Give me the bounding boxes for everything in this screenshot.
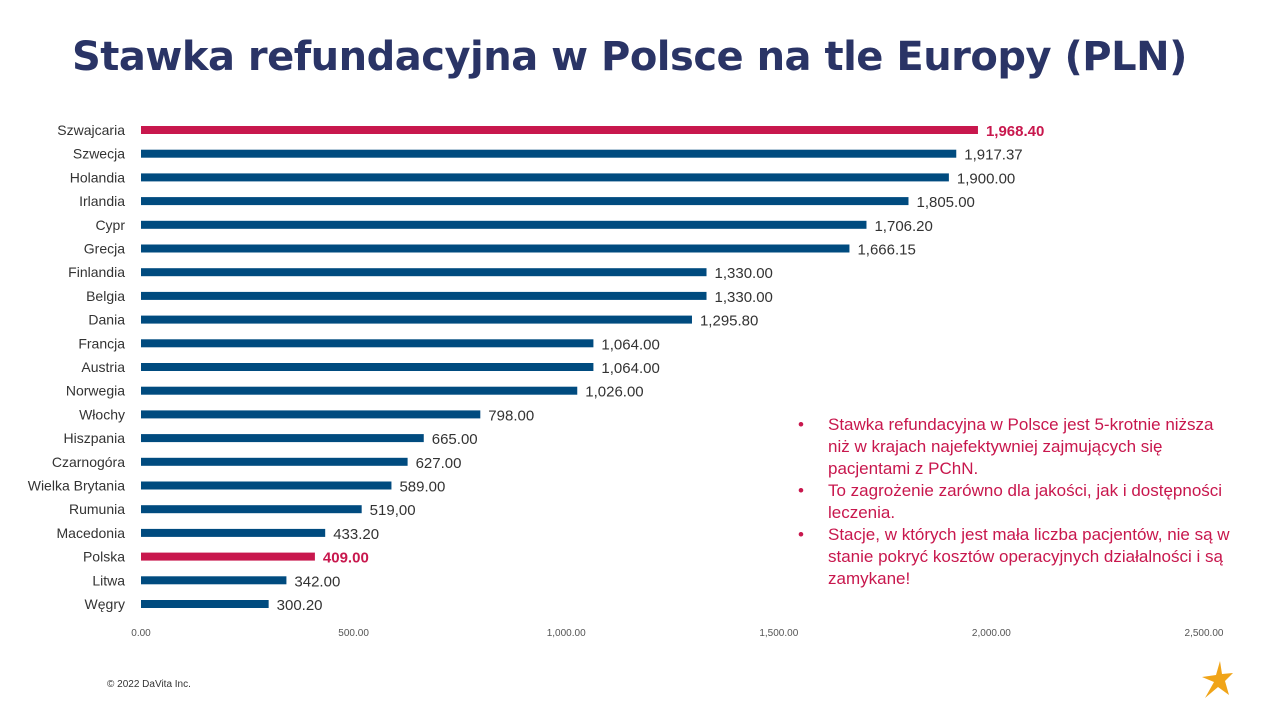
- bar: [141, 410, 481, 419]
- value-label: 1,917.37: [964, 147, 1022, 164]
- bullet: •: [798, 481, 804, 500]
- category-label: Dania: [88, 312, 125, 328]
- note-text: Stacje, w których jest mała liczba pacje…: [828, 525, 1230, 588]
- value-label: 1,064.00: [601, 360, 659, 377]
- x-tick-label: 2,000.00: [972, 628, 1011, 639]
- bar: [141, 600, 269, 608]
- category-label: Włochy: [79, 406, 125, 422]
- bar: [141, 220, 867, 229]
- category-label: Wielka Brytania: [28, 478, 125, 494]
- value-label: 1,064.00: [601, 336, 659, 353]
- bar: [141, 149, 957, 158]
- category-label: Holandia: [70, 169, 125, 185]
- value-labels: 1,968.40 1,917.37 1,900.00 1,805.00 1,706.20…: [277, 123, 1045, 614]
- bar: [141, 173, 949, 182]
- value-label: 1,295.80: [700, 313, 758, 330]
- bar: [141, 457, 408, 466]
- category-label: Rumunia: [69, 501, 125, 517]
- category-label: Finlandia: [68, 264, 125, 280]
- bar: [141, 528, 326, 537]
- category-labels: Szwajcaria Szwecja Holandia Irlandia Cypr Gre…: [28, 122, 126, 612]
- x-tick-label: 1,500.00: [759, 628, 798, 639]
- bar: [141, 291, 707, 300]
- bar: [141, 434, 424, 443]
- star-logo-icon: [1202, 661, 1233, 698]
- value-label: 1,900.00: [957, 170, 1015, 187]
- category-label: Austria: [81, 359, 125, 375]
- category-label: Grecja: [84, 241, 125, 257]
- category-label: Cypr: [95, 217, 125, 233]
- value-label: 519,00: [370, 502, 416, 519]
- x-tick-label: 0.00: [131, 628, 151, 639]
- value-label: 627.00: [416, 455, 462, 472]
- note-item: • Stawka refundacyjna w Polsce jest 5-kro…: [798, 414, 1238, 480]
- bar: [141, 576, 287, 585]
- bar: [141, 244, 850, 253]
- bar: [141, 386, 578, 395]
- category-label: Szwecja: [73, 146, 125, 162]
- value-label: 409.00: [323, 550, 369, 567]
- page-title: Stawka refundacyjna w Polsce na tle Euro…: [72, 34, 1187, 80]
- value-label: 1,968.40: [986, 123, 1044, 140]
- value-label: 1,330.00: [715, 265, 773, 282]
- note-text: Stawka refundacyjna w Polsce jest 5-krot…: [828, 415, 1214, 478]
- category-label: Czarnogóra: [52, 454, 125, 470]
- bar: [141, 505, 362, 514]
- x-axis-ticks: 0.00 500.00 1,000.00 1,500.00 2,000.00 2,500.…: [131, 628, 1224, 639]
- value-label: 1,706.20: [874, 218, 932, 235]
- category-label: Irlandia: [79, 193, 125, 209]
- notes-list: • Stawka refundacyjna w Polsce jest 5-kro…: [798, 414, 1238, 590]
- value-label: 300.20: [277, 597, 323, 614]
- value-label: 1,666.15: [857, 242, 915, 259]
- note-item: • To zagrożenie zarówno dla jakości, jak …: [798, 480, 1238, 524]
- value-label: 342.00: [294, 573, 340, 590]
- value-label: 433.20: [333, 526, 379, 543]
- category-label: Hiszpania: [64, 430, 126, 446]
- bar: [141, 481, 392, 490]
- category-label: Norwegia: [66, 383, 125, 399]
- category-label: Litwa: [92, 572, 125, 588]
- copyright-text: © 2022 DaVita Inc.: [107, 679, 191, 690]
- note-item: • Stacje, w których jest mała liczba pacj…: [798, 524, 1238, 590]
- bar-series: [141, 126, 978, 608]
- bullet: •: [798, 525, 804, 544]
- value-label: 1,026.00: [585, 384, 643, 401]
- bar: [141, 315, 692, 324]
- value-label: 1,805.00: [916, 194, 974, 211]
- category-label: Macedonia: [57, 525, 126, 541]
- value-label: 798.00: [488, 407, 534, 424]
- value-label: 589.00: [399, 479, 445, 496]
- bullet: •: [798, 415, 804, 434]
- category-label: Węgry: [85, 596, 125, 612]
- x-tick-label: 2,500.00: [1185, 628, 1224, 639]
- x-tick-label: 1,000.00: [547, 628, 586, 639]
- category-label: Szwajcaria: [57, 122, 125, 138]
- value-label: 665.00: [432, 431, 478, 448]
- category-label: Francja: [78, 335, 125, 351]
- x-tick-label: 500.00: [338, 628, 369, 639]
- bar: [141, 552, 315, 561]
- bar: [141, 268, 707, 277]
- bar: [141, 363, 594, 371]
- category-label: Belgia: [86, 288, 125, 304]
- note-text: To zagrożenie zarówno dla jakości, jak i…: [828, 481, 1223, 522]
- category-label: Polska: [83, 549, 125, 565]
- value-label: 1,330.00: [715, 289, 773, 306]
- bar: [141, 126, 978, 134]
- bar: [141, 339, 594, 348]
- bar: [141, 197, 909, 206]
